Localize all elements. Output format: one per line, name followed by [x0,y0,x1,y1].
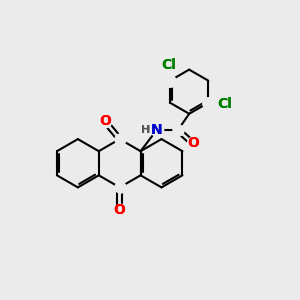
Text: H: H [141,125,150,135]
Text: O: O [114,203,126,217]
Text: O: O [187,136,199,150]
Text: N: N [151,123,163,137]
Text: H: H [141,125,150,135]
Text: O: O [99,115,111,128]
Text: Cl: Cl [161,58,176,72]
Text: Cl: Cl [161,58,176,72]
Text: O: O [114,203,126,217]
Text: O: O [187,136,199,150]
Text: O: O [99,115,111,128]
Text: N: N [151,123,163,137]
Text: Cl: Cl [218,97,232,111]
Text: Cl: Cl [218,97,232,111]
